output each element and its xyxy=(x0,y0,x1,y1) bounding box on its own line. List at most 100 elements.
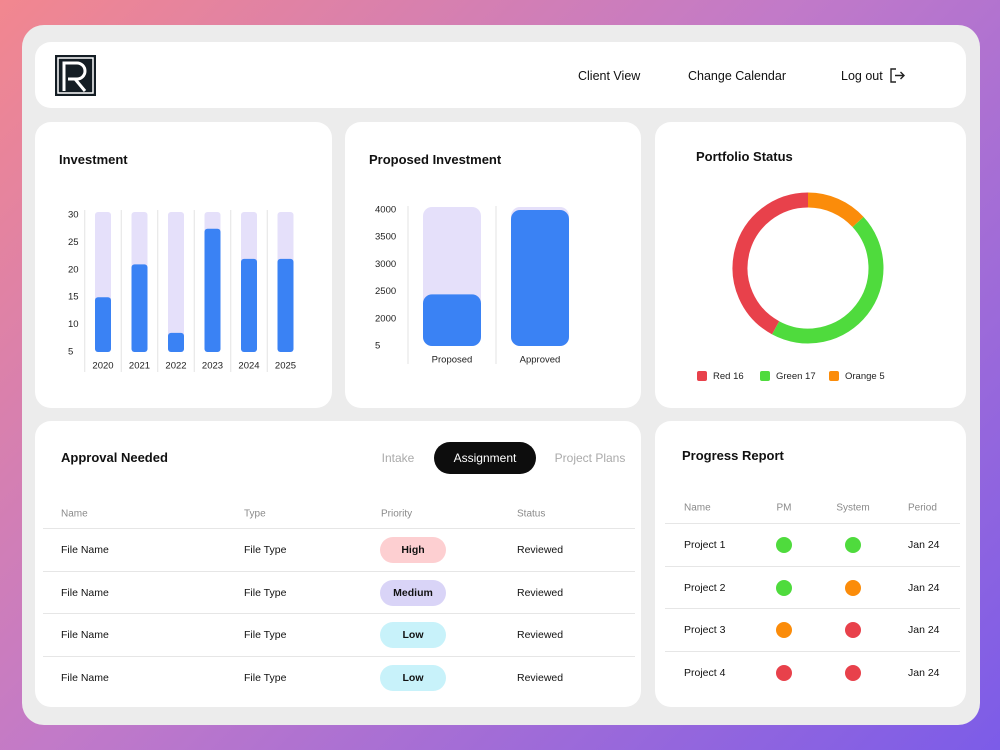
row-divider xyxy=(43,656,635,658)
status-dot xyxy=(845,579,861,596)
column-header: Priority xyxy=(381,508,413,520)
legend-name: Orange xyxy=(845,371,877,382)
cell: File Name xyxy=(61,586,109,599)
x-tick-label: 2021 xyxy=(129,361,150,372)
y-tick-label: 10 xyxy=(68,319,79,330)
investment-card: Investment 5 10 15 20 25 30 2020 2021 2022 2023 20… xyxy=(35,122,332,408)
bar xyxy=(511,210,569,346)
status-dot xyxy=(845,622,861,638)
priority-badge: Low xyxy=(380,622,446,649)
cell: Project 3 xyxy=(684,624,726,636)
column-header: Status xyxy=(517,508,546,520)
bar xyxy=(131,264,148,352)
x-tick-label: 2023 xyxy=(202,361,223,372)
logo[interactable] xyxy=(55,55,96,96)
row-divider xyxy=(665,650,960,652)
tab[interactable]: Intake xyxy=(381,451,415,465)
priority-badge: High xyxy=(380,537,446,563)
donut-segment xyxy=(807,192,864,228)
cell: File Type xyxy=(244,586,287,599)
tab[interactable]: Assignment xyxy=(434,442,536,474)
x-tick-label: 2024 xyxy=(238,361,259,372)
nav-item[interactable]: Client View xyxy=(578,69,641,83)
cell: File Type xyxy=(244,629,287,642)
status-dot xyxy=(776,622,792,638)
legend-label: Red 16 xyxy=(713,371,744,382)
tab[interactable]: Project Plans xyxy=(554,451,626,465)
cell: Jan 24 xyxy=(908,666,940,679)
column-header: PM xyxy=(776,502,792,514)
bar xyxy=(95,297,111,352)
cell: File Name xyxy=(61,544,109,556)
x-tick-label: 2022 xyxy=(165,361,186,372)
cell: Reviewed xyxy=(517,672,564,685)
card-title: Investment xyxy=(59,152,128,167)
card-title: Portfolio Status xyxy=(696,149,793,164)
progress-card: Progress Report Name PM System Period Projec… xyxy=(655,421,966,707)
x-tick-label: 2025 xyxy=(275,361,296,372)
cell: Jan 24 xyxy=(908,539,940,551)
legend-swatch xyxy=(760,371,770,381)
legend-value: 16 xyxy=(733,371,744,382)
legend-value: 5 xyxy=(879,371,884,382)
y-tick-label: 2500 xyxy=(375,286,396,297)
donut-segment xyxy=(772,216,884,344)
row-divider xyxy=(665,523,960,524)
nav-item[interactable]: Change Calendar xyxy=(688,69,786,83)
bar xyxy=(277,258,294,352)
card-title: Approval Needed xyxy=(61,450,168,465)
priority-badge: Medium xyxy=(380,579,446,606)
column-header: Name xyxy=(61,508,88,520)
status-dot xyxy=(845,664,861,681)
legend-label: Green 17 xyxy=(776,371,816,382)
cell: Reviewed xyxy=(517,586,564,599)
x-tick-label: Proposed xyxy=(432,355,473,366)
status-dot xyxy=(776,537,792,553)
row-divider xyxy=(665,565,960,567)
column-header: System xyxy=(836,502,870,514)
y-tick-label: 5 xyxy=(375,341,380,352)
legend-name: Green xyxy=(776,371,802,382)
proposed-chart: 5 2000 2500 3000 3500 4000 Proposed Approved xyxy=(375,205,569,366)
cell: File Name xyxy=(61,629,109,642)
status-dot xyxy=(776,579,792,596)
status-dot xyxy=(845,537,861,553)
y-tick-label: 4000 xyxy=(375,205,396,216)
x-tick-label: 2020 xyxy=(92,361,113,372)
row-divider xyxy=(665,608,960,609)
cell: Project 4 xyxy=(684,666,726,679)
portfolio-chart: Red 16 Green 17 Orange 5 xyxy=(697,192,885,382)
cell: Project 2 xyxy=(684,581,726,594)
legend-label: Orange 5 xyxy=(845,371,885,382)
y-tick-label: 3500 xyxy=(375,232,396,243)
nav-item[interactable]: Log out xyxy=(841,69,883,83)
row-divider xyxy=(43,528,635,529)
column-header: Period xyxy=(908,502,937,514)
bar-track xyxy=(168,212,184,352)
priority-badge: Low xyxy=(380,665,446,692)
cell: Jan 24 xyxy=(908,624,940,636)
column-header: Type xyxy=(244,508,266,520)
proposed-card: Proposed Investment 5 2000 2500 3000 3500 400… xyxy=(345,122,641,408)
legend-name: Red xyxy=(713,371,730,382)
column-header: Name xyxy=(684,502,711,514)
legend-swatch xyxy=(829,371,839,381)
portfolio-card: Portfolio Status Red 16 Green 17 Orange 5 xyxy=(655,122,966,408)
bar xyxy=(168,332,184,352)
x-tick-label: Approved xyxy=(520,355,561,366)
header xyxy=(35,42,966,108)
logout-icon[interactable] xyxy=(888,67,906,84)
y-tick-label: 25 xyxy=(68,237,79,248)
y-tick-label: 15 xyxy=(68,292,79,303)
cell: Jan 24 xyxy=(908,581,940,594)
y-tick-label: 3000 xyxy=(375,259,396,270)
row-divider xyxy=(43,570,635,572)
y-tick-label: 30 xyxy=(68,210,79,221)
status-dot xyxy=(776,664,792,681)
card-title: Progress Report xyxy=(682,448,784,463)
row-divider xyxy=(43,613,635,615)
cell: File Name xyxy=(61,672,109,685)
cell: Reviewed xyxy=(517,629,564,642)
bar xyxy=(241,258,257,352)
